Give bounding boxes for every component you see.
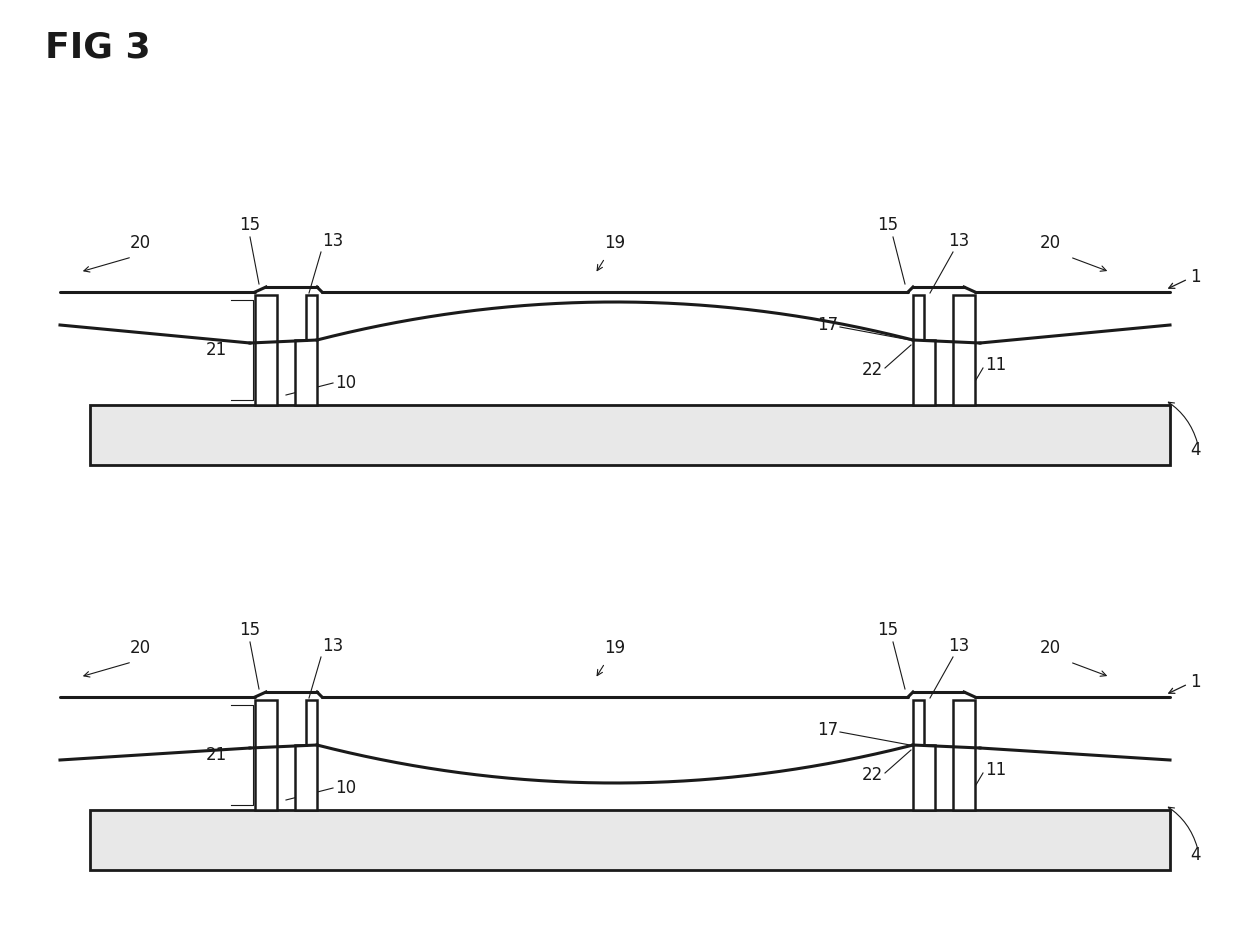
- Text: 10: 10: [335, 779, 356, 797]
- Text: FIG 3: FIG 3: [45, 30, 150, 64]
- Text: 17: 17: [817, 316, 838, 334]
- Text: 10: 10: [335, 374, 356, 392]
- Text: 1: 1: [1190, 673, 1200, 691]
- Text: 22: 22: [862, 766, 883, 784]
- Text: 22: 22: [862, 361, 883, 379]
- Text: 19: 19: [604, 639, 625, 657]
- Text: 21: 21: [206, 746, 227, 764]
- Text: 13: 13: [949, 637, 970, 655]
- Polygon shape: [295, 700, 317, 810]
- Polygon shape: [913, 295, 935, 405]
- Text: 17: 17: [817, 721, 838, 739]
- Text: 13: 13: [322, 637, 343, 655]
- Text: 11: 11: [985, 761, 1006, 779]
- Text: 15: 15: [878, 621, 899, 639]
- Text: 15: 15: [239, 621, 260, 639]
- Polygon shape: [295, 295, 317, 405]
- Text: 19: 19: [604, 234, 625, 252]
- Text: 20: 20: [1039, 639, 1060, 657]
- Bar: [91, 810, 1171, 870]
- Bar: [91, 405, 1171, 465]
- Text: 20: 20: [1039, 234, 1060, 252]
- Text: 4: 4: [1190, 441, 1200, 459]
- Text: 20: 20: [129, 639, 150, 657]
- Bar: [954, 700, 975, 810]
- Bar: [255, 295, 277, 405]
- Text: 15: 15: [239, 216, 260, 234]
- Text: 4: 4: [1190, 846, 1200, 864]
- Text: 13: 13: [949, 232, 970, 250]
- Bar: [255, 700, 277, 810]
- Text: 1: 1: [1190, 268, 1200, 286]
- Text: 15: 15: [878, 216, 899, 234]
- Bar: [954, 295, 975, 405]
- Text: 20: 20: [129, 234, 150, 252]
- Text: 13: 13: [322, 232, 343, 250]
- Text: 11: 11: [985, 356, 1006, 374]
- Text: 21: 21: [206, 341, 227, 359]
- Polygon shape: [913, 700, 935, 810]
